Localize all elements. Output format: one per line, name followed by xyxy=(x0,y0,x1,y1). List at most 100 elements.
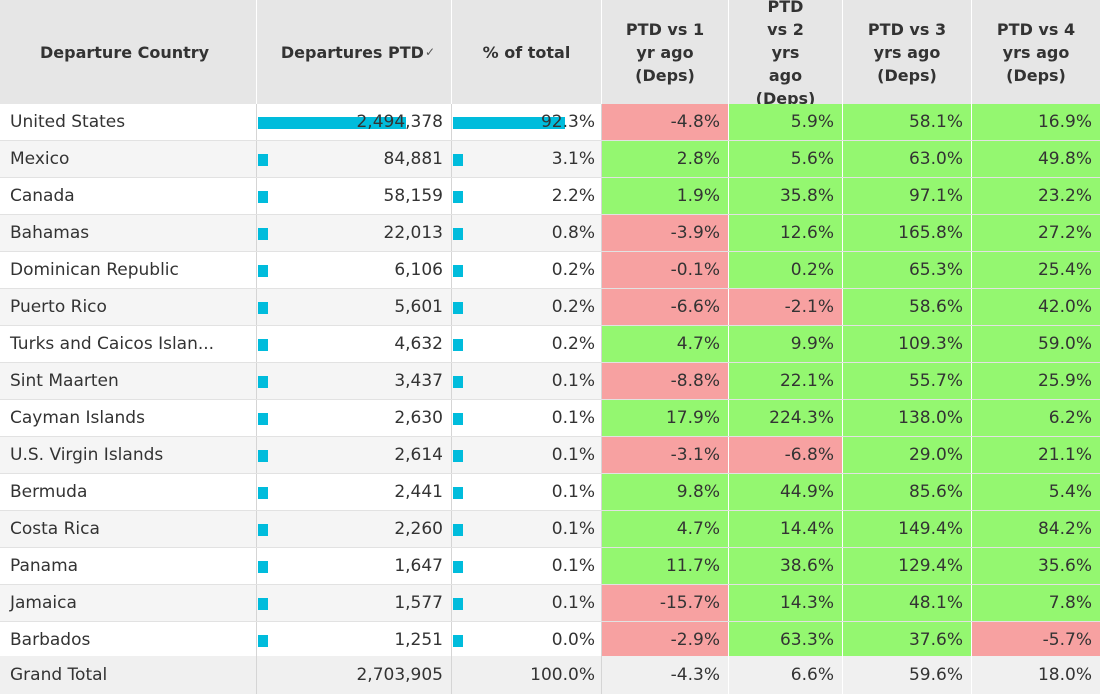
total-vs4: 18.0% xyxy=(1037,665,1092,685)
departures-cell-text: 4,632 xyxy=(394,334,443,354)
ptd-vs4-cell-text: 16.9% xyxy=(1037,112,1092,132)
header-departures-ptd[interactable]: Departures PTD ✓ xyxy=(257,0,452,104)
ptd-vs1-cell: 2.8% xyxy=(602,141,729,177)
pct-bar xyxy=(453,154,463,166)
pct-cell: 0.2% xyxy=(452,252,602,288)
ptd-vs4-cell-text: 21.1% xyxy=(1037,445,1092,465)
table-row[interactable]: U.S. Virgin Islands 2,614 0.1% -3.1% -6.8% 29… xyxy=(0,437,1100,474)
ptd-vs4-cell: 35.6% xyxy=(972,548,1100,584)
ptd-vs3-cell: 85.6% xyxy=(843,474,972,510)
sort-descending-icon[interactable]: ✓ xyxy=(424,44,435,59)
country-name-text: Bahamas xyxy=(10,223,90,243)
departures-cell-text: 1,251 xyxy=(394,630,443,650)
table-row[interactable]: Bermuda 2,441 0.1% 9.8% 44.9% 85.6% 5.4% xyxy=(0,474,1100,511)
table-row[interactable]: Barbados 1,251 0.0% -2.9% 63.3% 37.6% -5.7% xyxy=(0,622,1100,659)
ptd-vs2-cell-text: 22.1% xyxy=(779,371,834,391)
ptd-vs4-cell-text: 23.2% xyxy=(1037,186,1092,206)
ptd-vs1-cell-text: 17.9% xyxy=(665,408,720,428)
pct-cell-text: 0.1% xyxy=(551,445,595,465)
ptd-vs1-cell: -6.6% xyxy=(602,289,729,325)
pct-cell-text: 0.0% xyxy=(551,630,595,650)
pct-bar xyxy=(453,191,463,203)
ptd-vs1-cell: 4.7% xyxy=(602,511,729,547)
table-row[interactable]: Mexico 84,881 3.1% 2.8% 5.6% 63.0% 49.8% xyxy=(0,141,1100,178)
header-ptd-vs-2yrs[interactable]: PTD vs 2 yrs ago (Deps) xyxy=(729,0,843,108)
ptd-vs2-cell-text: 44.9% xyxy=(779,482,834,502)
ptd-vs4-cell: 5.4% xyxy=(972,474,1100,510)
ptd-vs4-cell-text: 27.2% xyxy=(1037,223,1092,243)
departures-cell-text: 22,013 xyxy=(383,223,443,243)
ptd-vs3-cell: 37.6% xyxy=(843,622,972,658)
table-row[interactable]: Costa Rica 2,260 0.1% 4.7% 14.4% 149.4% 84.2% xyxy=(0,511,1100,548)
table-row[interactable]: United States 2,494,378 92.3% -4.8% 5.9% 58.1… xyxy=(0,104,1100,141)
ptd-vs1-cell-text: -6.6% xyxy=(670,297,720,317)
pct-cell-text: 3.1% xyxy=(551,149,595,169)
departures-bar xyxy=(258,598,268,610)
ptd-vs2-cell: 63.3% xyxy=(729,622,843,658)
ptd-vs1-cell: 17.9% xyxy=(602,400,729,436)
pct-cell-text: 0.2% xyxy=(551,297,595,317)
table-row[interactable]: Cayman Islands 2,630 0.1% 17.9% 224.3% 138.0%… xyxy=(0,400,1100,437)
header-ptd-vs-1yr[interactable]: PTD vs 1 yr ago (Deps) xyxy=(602,0,729,104)
header-ptd-vs-3yrs[interactable]: PTD vs 3 yrs ago (Deps) xyxy=(843,0,972,104)
table-row[interactable]: Puerto Rico 5,601 0.2% -6.6% -2.1% 58.6% 42.0% xyxy=(0,289,1100,326)
ptd-vs4-cell: 16.9% xyxy=(972,104,1100,140)
table-row[interactable]: Canada 58,159 2.2% 1.9% 35.8% 97.1% 23.2% xyxy=(0,178,1100,215)
country-name-text: United States xyxy=(10,112,126,132)
ptd-vs2-cell-text: 38.6% xyxy=(779,556,834,576)
ptd-vs3-cell-text: 58.6% xyxy=(908,297,963,317)
table-row[interactable]: Turks and Caicos Islan... 4,632 0.2% 4.7% 9.… xyxy=(0,326,1100,363)
departures-cell: 5,601 xyxy=(257,289,452,325)
country-name: U.S. Virgin Islands xyxy=(0,437,257,473)
table-row[interactable]: Panama 1,647 0.1% 11.7% 38.6% 129.4% 35.6% xyxy=(0,548,1100,585)
table-row[interactable]: Dominican Republic 6,106 0.2% -0.1% 0.2% 65.3… xyxy=(0,252,1100,289)
departures-cell: 1,251 xyxy=(257,622,452,658)
pct-cell: 0.2% xyxy=(452,289,602,325)
country-name-text: Canada xyxy=(10,186,75,206)
ptd-vs3-cell: 165.8% xyxy=(843,215,972,251)
ptd-vs4-cell-text: 6.2% xyxy=(1048,408,1092,428)
header-label: Departures PTD xyxy=(280,42,424,62)
header-ptd-vs-4yrs[interactable]: PTD vs 4 yrs ago (Deps) xyxy=(972,0,1100,104)
table-row[interactable]: Bahamas 22,013 0.8% -3.9% 12.6% 165.8% 27.2% xyxy=(0,215,1100,252)
ptd-vs2-cell-text: 224.3% xyxy=(769,408,834,428)
ptd-vs1-cell: 4.7% xyxy=(602,326,729,362)
pct-cell: 0.1% xyxy=(452,400,602,436)
ptd-vs1-cell: 11.7% xyxy=(602,548,729,584)
ptd-vs1-cell: -3.1% xyxy=(602,437,729,473)
ptd-vs3-cell-text: 97.1% xyxy=(908,186,963,206)
pct-cell: 0.0% xyxy=(452,622,602,658)
grand-total-row: Grand Total 2,703,905 100.0% -4.3% 6.6% … xyxy=(0,656,1100,694)
departures-cell-text: 2,630 xyxy=(394,408,443,428)
ptd-vs2-cell-text: 14.3% xyxy=(779,593,834,613)
departures-cell: 6,106 xyxy=(257,252,452,288)
ptd-vs3-cell-text: 58.1% xyxy=(908,112,963,132)
ptd-vs3-cell-text: 48.1% xyxy=(908,593,963,613)
departures-cell-text: 1,647 xyxy=(394,556,443,576)
pct-cell: 0.8% xyxy=(452,215,602,251)
table-row[interactable]: Jamaica 1,577 0.1% -15.7% 14.3% 48.1% 7.8% xyxy=(0,585,1100,622)
country-name-text: Mexico xyxy=(10,149,70,169)
header-label: PTD vs 3 yrs ago (Deps) xyxy=(867,19,947,85)
ptd-vs1-cell: -3.9% xyxy=(602,215,729,251)
ptd-vs3-cell: 58.1% xyxy=(843,104,972,140)
ptd-vs4-cell-text: 42.0% xyxy=(1037,297,1092,317)
departures-cell-text: 6,106 xyxy=(394,260,443,280)
ptd-vs4-cell-text: 25.4% xyxy=(1037,260,1092,280)
departures-bar xyxy=(258,154,268,166)
header-departure-country[interactable]: Departure Country xyxy=(0,0,257,104)
table-row[interactable]: Sint Maarten 3,437 0.1% -8.8% 22.1% 55.7% 25.9… xyxy=(0,363,1100,400)
country-name-text: Bermuda xyxy=(10,482,88,502)
departures-bar xyxy=(258,450,268,462)
ptd-vs4-cell: 23.2% xyxy=(972,178,1100,214)
country-name: Panama xyxy=(0,548,257,584)
header-pct-of-total[interactable]: % of total xyxy=(452,0,602,104)
pct-cell-text: 0.2% xyxy=(551,260,595,280)
country-name: Cayman Islands xyxy=(0,400,257,436)
total-vs2: 6.6% xyxy=(729,656,843,694)
pct-bar xyxy=(453,339,463,351)
pct-cell-text: 92.3% xyxy=(540,112,595,132)
departures-cell: 2,494,378 xyxy=(257,104,452,140)
ptd-vs4-cell: 27.2% xyxy=(972,215,1100,251)
country-name-text: U.S. Virgin Islands xyxy=(10,445,164,465)
